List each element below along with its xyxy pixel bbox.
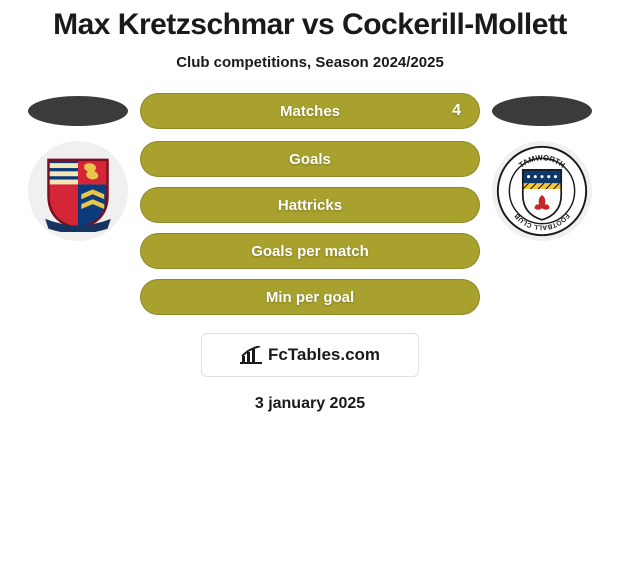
- stat-label: Goals per match: [251, 243, 369, 260]
- left-crest-svg: [37, 150, 119, 232]
- brand-panel: FcTables.com: [201, 333, 419, 377]
- stat-pill-mpg: Min per goal: [140, 279, 480, 315]
- right-crest-svg: TAMWORTH FOOTBALL CLUB: [494, 143, 590, 239]
- stat-label: Matches: [280, 103, 340, 120]
- comparison-infographic: Max Kretzschmar vs Cockerill-Mollett Clu…: [0, 0, 620, 580]
- stat-pill-goals: Goals: [140, 141, 480, 177]
- stat-value: 4: [452, 102, 461, 120]
- left-player-slot: [28, 96, 128, 126]
- left-player-ellipse: [28, 96, 128, 126]
- right-player-ellipse: [492, 96, 592, 126]
- stat-pill-gpm: Goals per match: [140, 233, 480, 269]
- subtitle: Club competitions, Season 2024/2025: [176, 54, 444, 71]
- stat-label: Goals: [289, 151, 331, 168]
- chart-icon: [240, 346, 262, 364]
- brand-text: FcTables.com: [268, 345, 380, 365]
- stat-label: Min per goal: [266, 289, 354, 306]
- center-col: Goals Hattricks Goals per match Min per …: [140, 141, 480, 315]
- right-crest-slot: TAMWORTH FOOTBALL CLUB: [492, 141, 592, 241]
- date: 3 january 2025: [255, 395, 365, 413]
- row-body: Goals Hattricks Goals per match Min per …: [0, 141, 620, 315]
- center-col-top: Matches 4: [140, 93, 480, 129]
- row-matches: Matches 4: [0, 93, 620, 129]
- stat-pill-matches: Matches 4: [140, 93, 480, 129]
- right-team-crest: TAMWORTH FOOTBALL CLUB: [492, 141, 592, 241]
- right-player-slot: [492, 96, 592, 126]
- page-title: Max Kretzschmar vs Cockerill-Mollett: [53, 8, 567, 42]
- stat-pill-hattricks: Hattricks: [140, 187, 480, 223]
- stat-label: Hattricks: [278, 197, 342, 214]
- left-crest-slot: [28, 141, 128, 241]
- left-team-crest: [28, 141, 128, 241]
